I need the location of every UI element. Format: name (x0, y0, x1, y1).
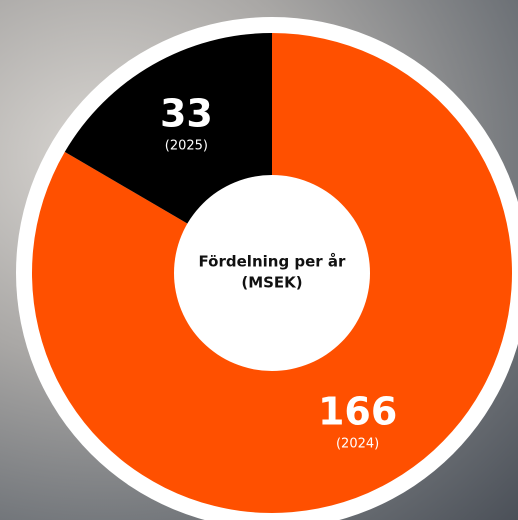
value-label: 33 (160, 91, 213, 135)
category-label: (2025) (165, 138, 208, 153)
chart-title: Fördelning per år (199, 253, 347, 271)
value-label: 166 (318, 390, 397, 434)
chart-subtitle: (MSEK) (241, 274, 302, 292)
center-hole (174, 175, 370, 371)
category-label: (2024) (336, 437, 379, 452)
